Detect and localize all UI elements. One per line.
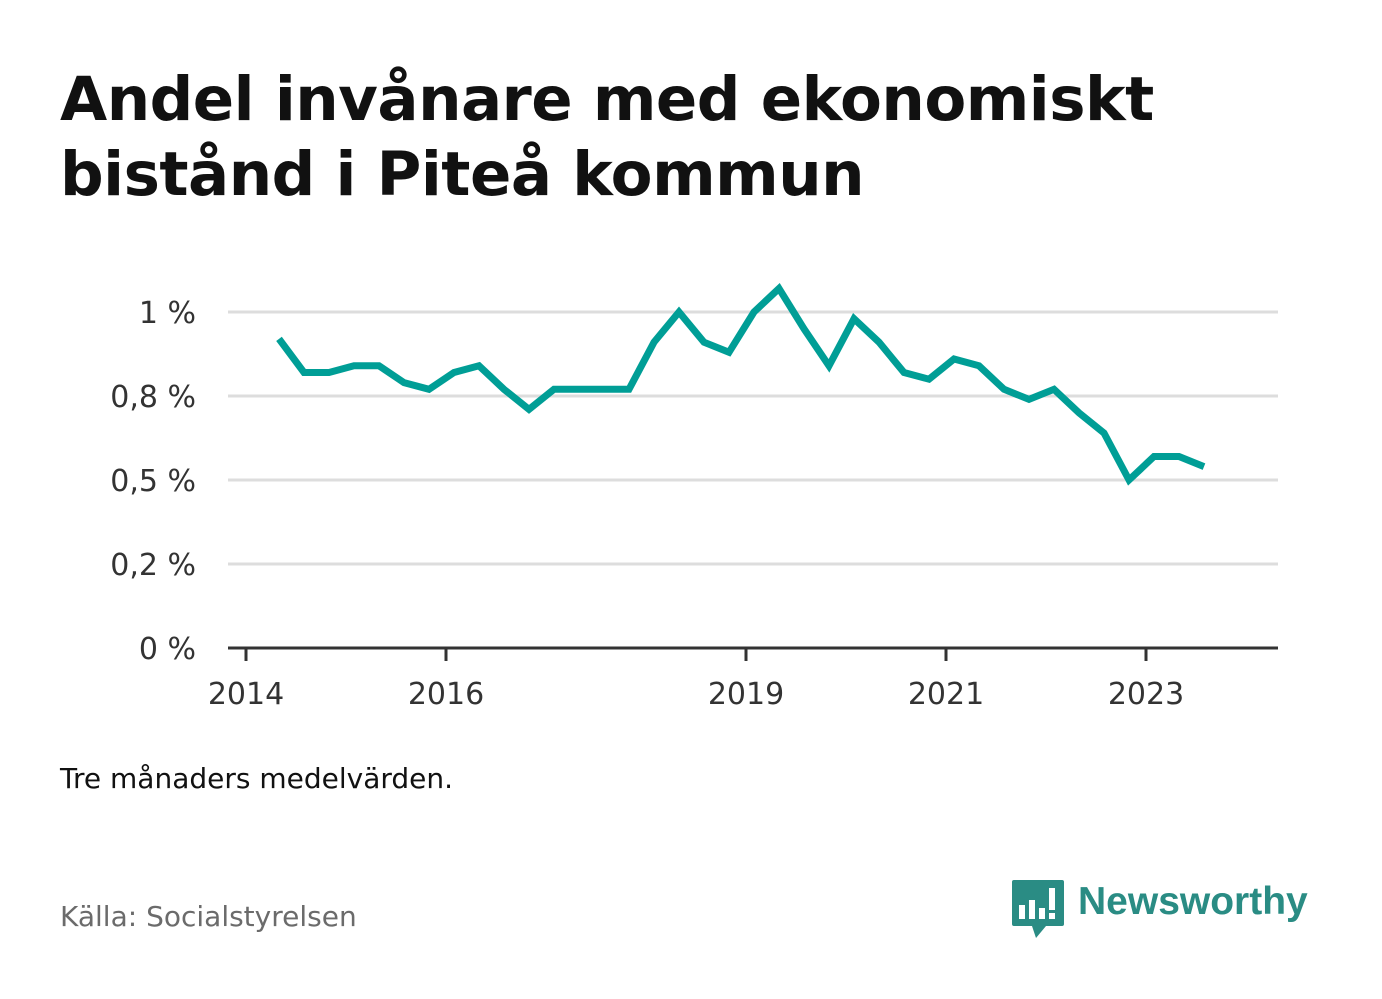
x-axis <box>228 646 1278 661</box>
data-point <box>676 309 683 316</box>
chart-note: Tre månaders medelvärden. <box>60 762 454 795</box>
source-credit: Källa: Socialstyrelsen <box>60 900 357 933</box>
data-point <box>301 369 308 376</box>
chart-title: Andel invånare med ekonomiskt bistånd i … <box>60 64 1154 210</box>
data-point <box>751 309 758 316</box>
x-tick-label: 2016 <box>408 677 484 712</box>
data-point <box>1176 453 1183 460</box>
data-point <box>476 362 483 369</box>
data-point <box>801 325 808 332</box>
data-point <box>1101 430 1108 437</box>
data-point <box>576 386 583 393</box>
data-point <box>451 369 458 376</box>
data-point <box>851 315 858 322</box>
brand-name: Newsworthy <box>1078 880 1308 923</box>
data-point <box>601 386 608 393</box>
data-point <box>1126 477 1133 484</box>
data-point <box>351 362 358 369</box>
data-point <box>526 406 533 413</box>
gridlines <box>228 310 1278 566</box>
y-axis-labels: 0 % 0,2 % 0,5 % 0,8 % 1 % <box>110 296 196 667</box>
data-point <box>701 339 708 346</box>
data-point <box>376 362 383 369</box>
data-point <box>726 349 733 356</box>
data-point <box>901 369 908 376</box>
data-point <box>1201 463 1208 470</box>
brand-logo[interactable]: Newsworthy <box>1010 878 1308 940</box>
data-point <box>401 379 408 386</box>
data-point <box>551 386 558 393</box>
data-point <box>826 362 833 369</box>
data-point <box>876 339 883 346</box>
y-tick-label: 1 % <box>139 296 196 331</box>
x-tick-label: 2023 <box>1108 677 1184 712</box>
y-tick-label: 0,8 % <box>110 380 196 415</box>
data-point <box>951 356 958 363</box>
data-point <box>626 386 633 393</box>
data-point <box>776 285 783 292</box>
series-layer <box>276 283 1208 486</box>
x-tick-label: 2019 <box>708 677 784 712</box>
data-point <box>926 376 933 383</box>
x-tick-label: 2014 <box>208 677 284 712</box>
bar-chart-speech-bubble-icon <box>1012 880 1064 938</box>
y-tick-label: 0,5 % <box>110 464 196 499</box>
y-tick-label: 0,2 % <box>110 548 196 583</box>
data-point <box>1151 453 1158 460</box>
data-point <box>1001 386 1008 393</box>
data-point <box>501 386 508 393</box>
data-point <box>651 339 658 346</box>
y-tick-label: 0 % <box>139 632 196 667</box>
data-point <box>976 362 983 369</box>
data-point <box>1076 409 1083 416</box>
data-point <box>276 335 283 342</box>
data-point <box>326 369 333 376</box>
series-line <box>276 283 1206 486</box>
data-point <box>1026 396 1033 403</box>
data-point <box>426 386 433 393</box>
x-axis-labels: 2014 2016 2019 2021 2023 <box>208 677 1184 712</box>
x-tick-label: 2021 <box>908 677 984 712</box>
data-point <box>1051 386 1058 393</box>
